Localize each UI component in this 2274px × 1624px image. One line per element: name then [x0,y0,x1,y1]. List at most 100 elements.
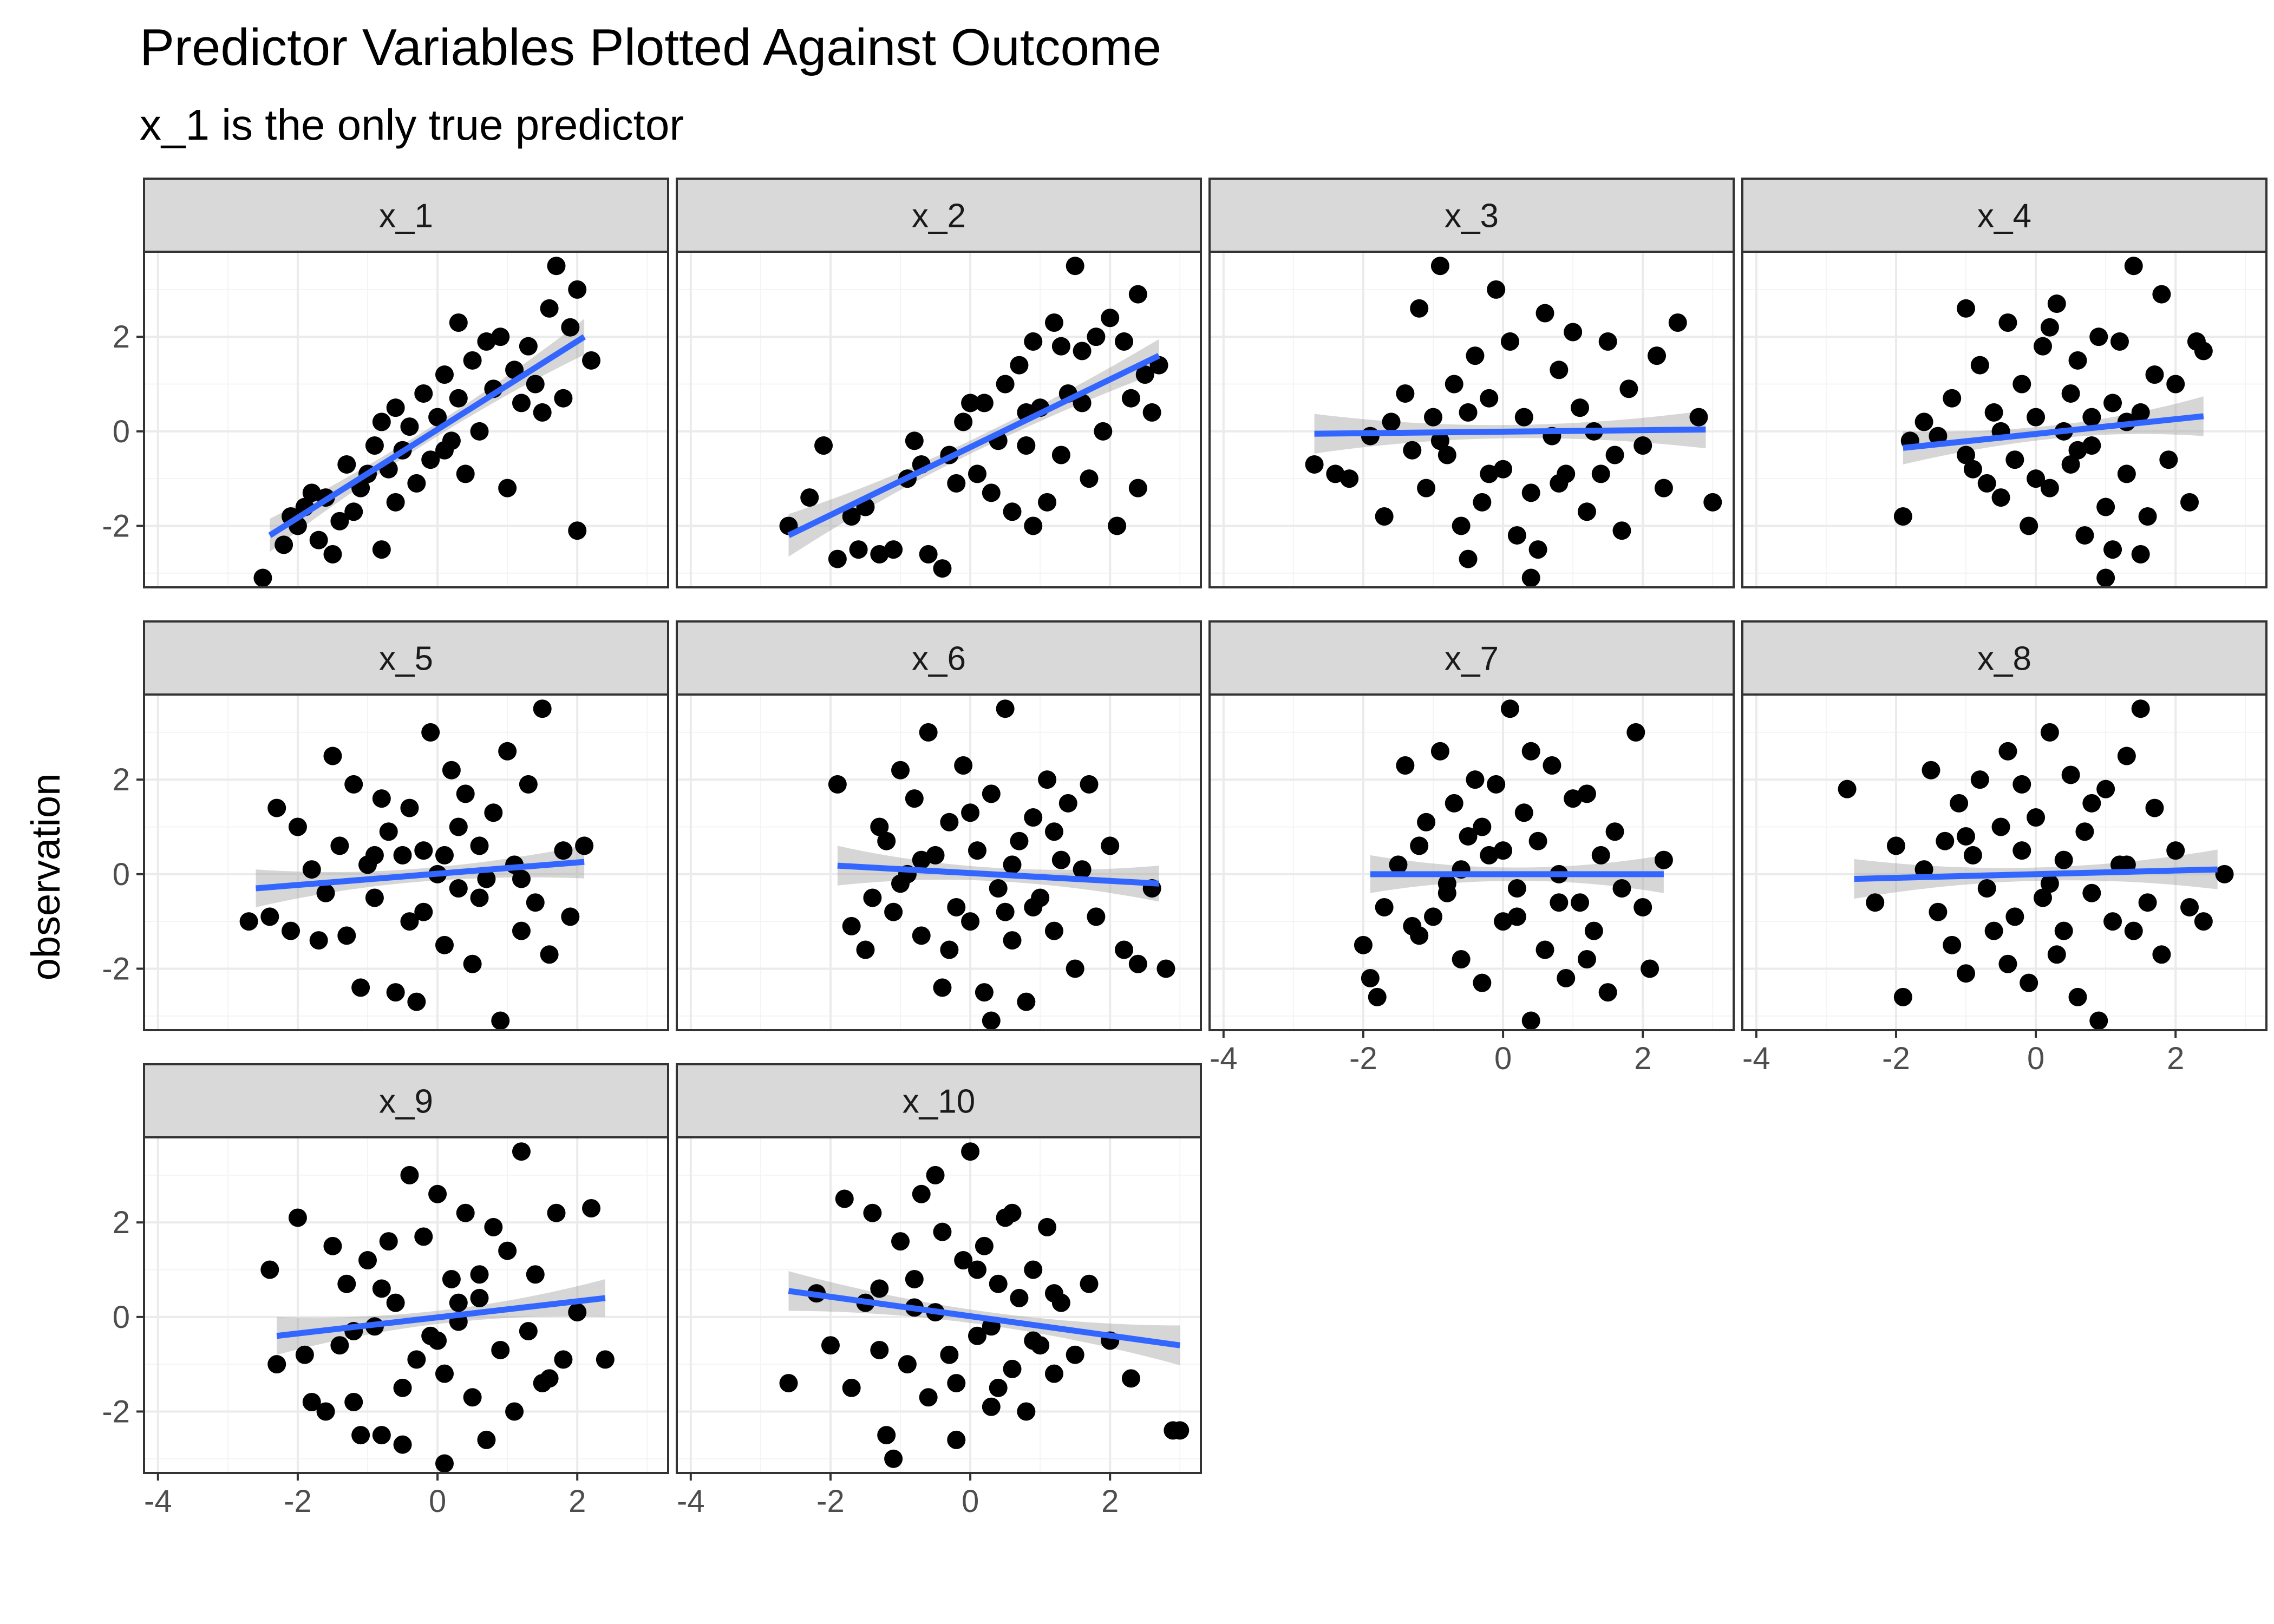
data-point [2152,285,2171,304]
data-point [463,954,482,973]
data-point [582,1199,601,1217]
data-point [547,1203,566,1222]
data-point [1073,342,1092,361]
data-point [1121,1369,1140,1388]
facet-panel-x-5: x_5 -2 0 2 [102,620,669,1031]
x-tick-label: -2 [284,1484,312,1519]
data-point [540,945,559,964]
data-point [1038,1217,1057,1236]
data-point [1051,337,1070,356]
data-point [435,1454,454,1473]
data-point [1507,907,1526,926]
data-point [323,1236,342,1255]
data-point [814,436,833,455]
data-point [400,417,419,436]
data-point [568,280,587,299]
data-point [519,775,538,794]
y-tick-label: 2 [113,1205,130,1240]
facet-panel-x-6: x_6 [676,620,1202,1031]
data-point [519,337,538,356]
x-tick-label: 0 [429,1484,446,1519]
data-point [1115,940,1134,959]
data-point [330,512,349,531]
data-point [1494,912,1513,931]
data-point [414,384,433,403]
data-point [1564,789,1583,808]
data-point [863,1203,882,1222]
data-point [2012,375,2031,394]
data-point [919,545,938,564]
data-point [1991,817,2010,836]
chart-title: Predictor Variables Plotted Against Outc… [140,18,1161,76]
data-point [260,907,279,926]
data-point [1051,850,1070,869]
data-point [302,1393,321,1412]
data-point [1003,855,1022,874]
data-point [2194,342,2213,361]
data-point [2089,1011,2108,1030]
data-point [386,1293,405,1312]
facet-strip [143,178,669,253]
data-point [2075,526,2094,545]
data-point [940,813,959,831]
data-point [2117,464,2136,483]
data-point [2096,497,2115,516]
data-point [414,841,433,860]
data-point [954,756,973,775]
data-point [1998,954,2017,973]
data-point [2159,450,2178,469]
facet-panel-x-1: x_1 -2 0 2 [102,178,669,588]
data-point [582,351,601,370]
data-point [470,836,489,855]
data-point [940,940,959,959]
data-point [1403,441,1422,460]
data-point [1936,831,1955,850]
data-point [351,1426,370,1445]
data-point [2082,436,2101,455]
data-point [1024,332,1043,351]
x-tick-label: -2 [1349,1041,1377,1076]
data-point [877,1426,896,1445]
data-point [1003,502,1022,521]
facet-panel-x-3: x_3 [1208,178,1735,588]
data-point [393,1435,412,1454]
data-point [1950,794,1969,813]
data-point [1521,568,1540,587]
x-tick-label: -4 [1210,1041,1238,1076]
data-point [435,441,454,460]
data-point [842,916,861,935]
data-point [449,1293,468,1312]
data-point [1654,479,1673,497]
data-point [1619,379,1638,398]
data-point [1998,313,2017,332]
data-point [2033,888,2052,907]
data-point [1044,822,1063,841]
data-point [512,394,531,412]
data-point [372,412,391,431]
data-point [1521,483,1540,502]
data-point [575,836,594,855]
data-point [456,1203,475,1222]
panel-border [676,1136,1202,1474]
data-point [947,1430,966,1449]
data-point [400,798,419,817]
data-point [1494,841,1513,860]
data-point [1128,954,1147,973]
data-point [1087,907,1106,926]
data-point [1922,761,1940,780]
data-point [989,1378,1008,1397]
data-point [316,1402,335,1421]
data-point [428,1331,447,1350]
chart-subtitle: x_1 is the only true predictor [140,101,684,149]
regression-line [268,334,586,538]
data-point [884,902,903,921]
data-point [2096,780,2115,798]
data-point [2033,337,2052,356]
data-point [954,1251,973,1270]
data-point [2012,841,2031,860]
data-point [1584,921,1603,940]
data-point [1641,959,1659,978]
data-point [1417,479,1436,497]
data-point [1003,1359,1022,1378]
data-point [2124,257,2143,276]
